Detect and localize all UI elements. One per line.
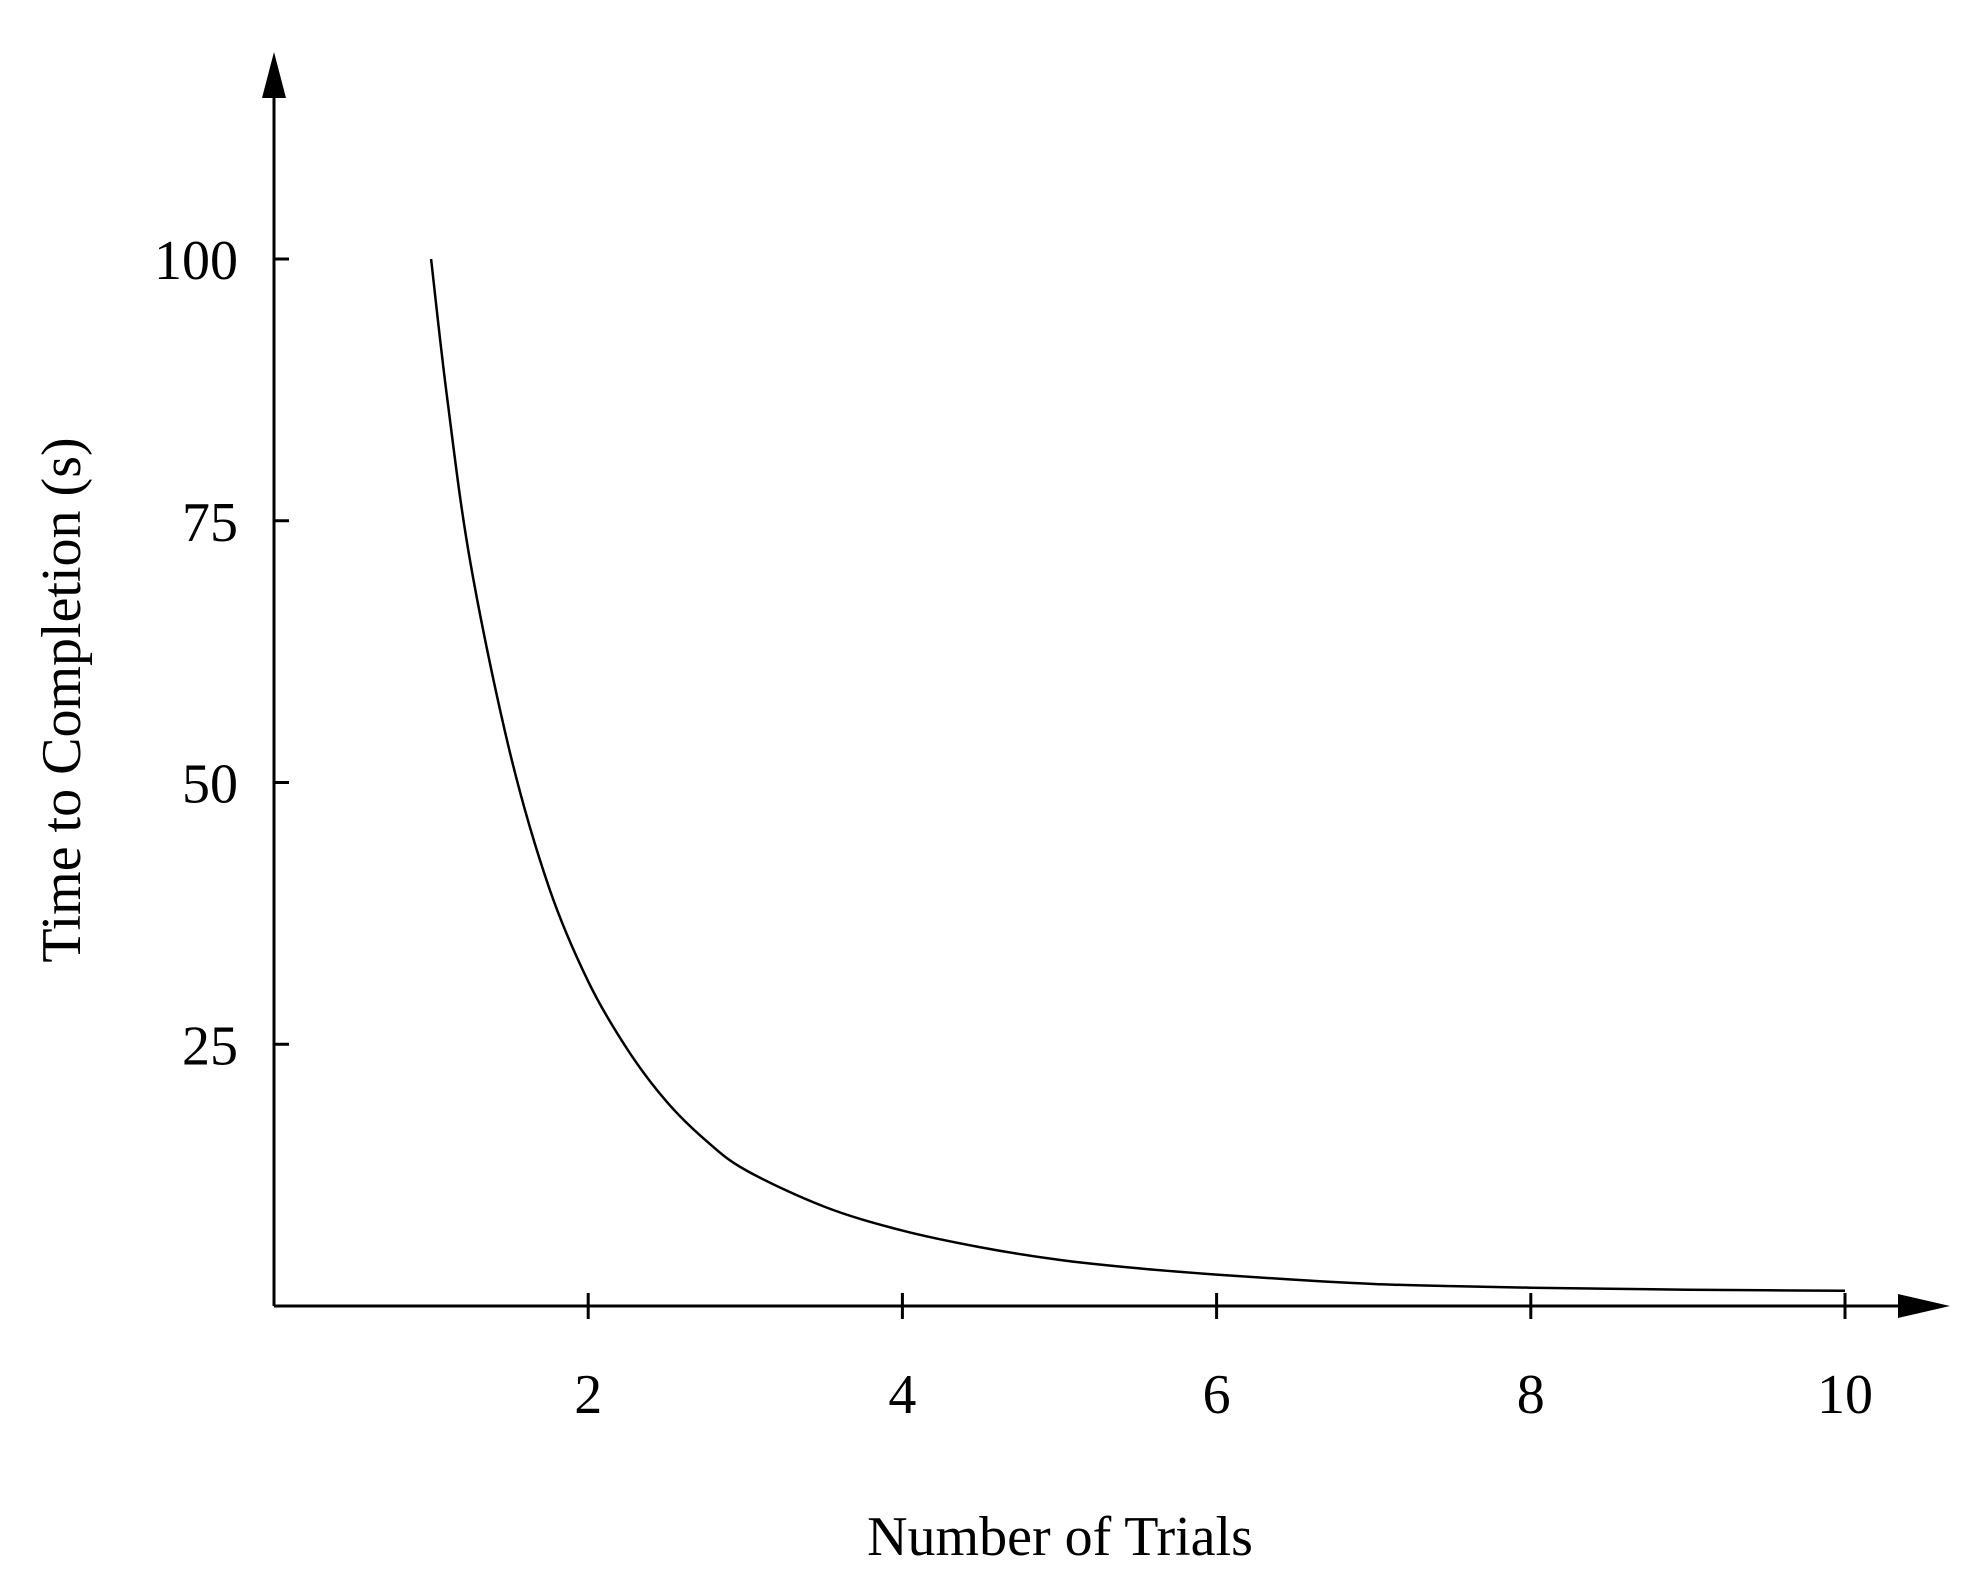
axes (262, 52, 1950, 1318)
x-tick-label: 10 (1817, 1364, 1873, 1426)
x-tick-label: 6 (1203, 1364, 1231, 1426)
series-line (429, 258, 1846, 1293)
x-axis-title: Number of Trials (867, 1506, 1253, 1568)
x-tick-label: 8 (1517, 1364, 1545, 1426)
y-tick-label: 25 (182, 1015, 238, 1077)
x-tick-label: 4 (888, 1364, 916, 1426)
y-axis-arrow-icon (262, 52, 286, 98)
series (429, 258, 1846, 1293)
x-axis-arrow-icon (1898, 1294, 1950, 1318)
y-tick-label: 50 (182, 754, 238, 816)
y-axis-title: Time to Completion (s) (31, 437, 93, 962)
y-tick-label: 100 (154, 230, 238, 292)
ticks: 2 4 6 8 10 25 50 75 100 (154, 230, 1873, 1426)
x-tick-label: 2 (574, 1364, 602, 1426)
y-tick-label: 75 (182, 492, 238, 554)
